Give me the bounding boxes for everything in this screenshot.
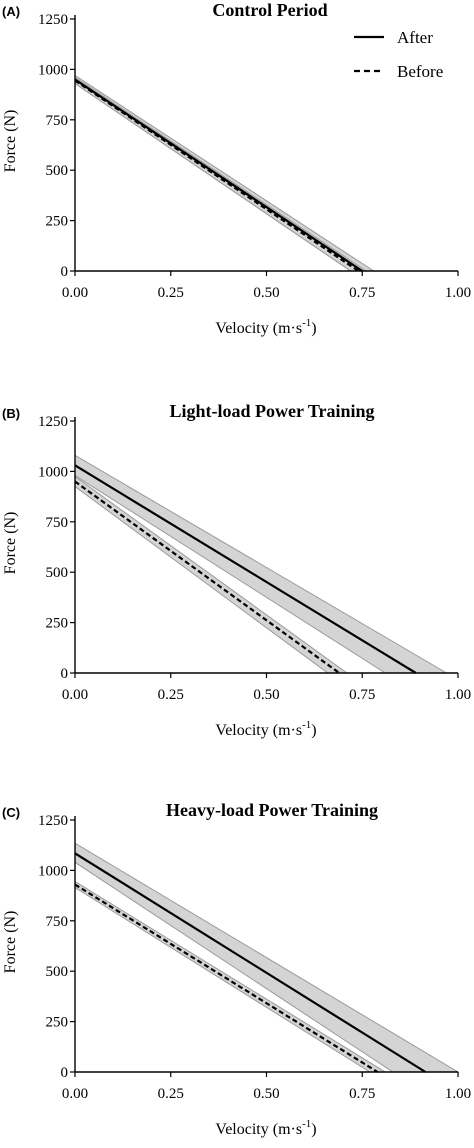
- x-axis-label-exponent: -1: [302, 719, 311, 731]
- x-tick-label: 0.50: [253, 1086, 279, 1102]
- x-tick-label: 0.75: [349, 285, 375, 301]
- y-tick-label: 1250: [38, 12, 68, 28]
- x-axis-label-close: ): [311, 722, 316, 739]
- ci-band-after: [74, 454, 449, 674]
- panel-letter: (B): [2, 406, 20, 421]
- y-axis-label: Force (N): [2, 512, 19, 575]
- y-axis-label: Force (N): [2, 911, 19, 974]
- ci-band-after: [74, 842, 460, 1073]
- chart-title: Light-load Power Training: [169, 401, 374, 421]
- y-tick-label: 500: [46, 964, 69, 980]
- series-line-before: [74, 883, 379, 1073]
- ci-band-after: [74, 74, 376, 272]
- x-tick-label: 1.00: [445, 1086, 471, 1102]
- y-tick-label: 750: [46, 914, 69, 930]
- x-axis-label: Velocity (m·s-1): [215, 1118, 316, 1138]
- x-axis-label-main: Velocity (m·s: [215, 722, 302, 739]
- y-tick-label: 0: [61, 1065, 69, 1081]
- x-tick-label: 0.50: [253, 285, 279, 301]
- y-tick-label: 1000: [38, 863, 68, 879]
- x-axis-label-exponent: -1: [302, 1118, 311, 1130]
- legend: After Before: [354, 28, 443, 81]
- chart-panel-1: (A) Control Period 0 250 500 750 1000 1250 0.00 0…: [2, 0, 471, 337]
- legend-label-after: After: [397, 28, 433, 47]
- chart-panel-2: (B) Light-load Power Training 0 250 500 750 10…: [2, 401, 471, 739]
- x-tick-label: 0.75: [349, 1086, 375, 1102]
- y-tick-label: 1000: [38, 62, 68, 78]
- y-axis-label: Force (N): [2, 110, 19, 173]
- y-tick-label: 1250: [38, 414, 68, 430]
- x-tick-label: 0.25: [158, 687, 184, 703]
- ci-band-before: [74, 475, 349, 674]
- x-axis-label-exponent: -1: [302, 317, 311, 329]
- y-tick-label: 0: [61, 264, 69, 280]
- x-axis-label: Velocity (m·s-1): [215, 719, 316, 739]
- x-axis-label-main: Velocity (m·s: [215, 1121, 302, 1138]
- series-line-before: [74, 480, 340, 674]
- x-tick-label: 0.75: [349, 687, 375, 703]
- y-tick-label: 750: [46, 515, 69, 531]
- y-tick-label: 1250: [38, 813, 68, 829]
- panel-letter: (C): [2, 805, 20, 820]
- x-tick-label: 0.50: [253, 687, 279, 703]
- y-tick-label: 1000: [38, 464, 68, 480]
- chart-panel-3: (C) Heavy-load Power Training 0 250 500 750 10…: [2, 800, 471, 1138]
- chart-title: Heavy-load Power Training: [166, 800, 378, 820]
- x-axis-label-close: ): [311, 320, 316, 337]
- panel-letter: (A): [2, 4, 20, 19]
- x-axis-label-main: Velocity (m·s: [215, 320, 302, 337]
- x-tick-label: 0.25: [158, 285, 184, 301]
- series-line-after: [74, 852, 427, 1073]
- x-tick-label: 0.00: [62, 285, 88, 301]
- y-tick-label: 250: [46, 616, 69, 632]
- y-tick-label: 250: [46, 214, 69, 230]
- x-tick-label: 1.00: [445, 687, 471, 703]
- x-axis-label: Velocity (m·s-1): [215, 317, 316, 337]
- series-line-before: [74, 79, 360, 272]
- y-tick-label: 750: [46, 113, 69, 129]
- x-axis-label-close: ): [311, 1121, 316, 1138]
- x-tick-label: 0.25: [158, 1086, 184, 1102]
- x-tick-label: 1.00: [445, 285, 471, 301]
- ci-band-before: [74, 880, 387, 1073]
- y-tick-label: 250: [46, 1015, 69, 1031]
- ci-band-before: [74, 76, 368, 272]
- y-tick-label: 500: [46, 163, 69, 179]
- y-tick-label: 0: [61, 666, 69, 682]
- legend-label-before: Before: [397, 62, 443, 81]
- y-tick-label: 500: [46, 565, 69, 581]
- series-line-after: [74, 464, 417, 674]
- x-tick-label: 0.00: [62, 687, 88, 703]
- chart-title: Control Period: [212, 0, 327, 20]
- x-tick-label: 0.00: [62, 1086, 88, 1102]
